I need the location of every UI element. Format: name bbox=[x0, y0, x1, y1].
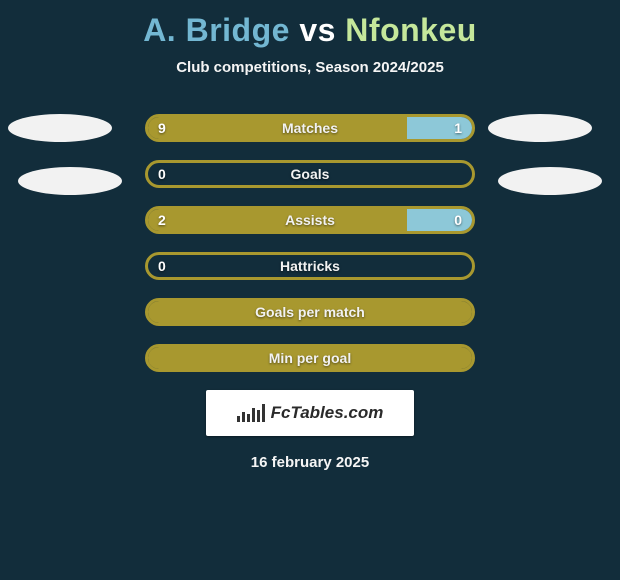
stat-label: Hattricks bbox=[148, 255, 472, 277]
stat-label: Goals bbox=[148, 163, 472, 185]
player1-name: A. Bridge bbox=[143, 12, 290, 48]
title-vs: vs bbox=[299, 12, 336, 48]
player-badge-placeholder bbox=[488, 114, 592, 142]
page-title: A. Bridge vs Nfonkeu bbox=[0, 0, 620, 49]
date-label: 16 february 2025 bbox=[0, 454, 620, 471]
stat-value-right: 0 bbox=[454, 209, 462, 231]
player-badge-placeholder bbox=[8, 114, 112, 142]
stat-rows: Matches91Goals0Assists20Hattricks0Goals … bbox=[145, 114, 475, 372]
stat-value-right: 1 bbox=[454, 117, 462, 139]
player-badge-placeholder bbox=[498, 167, 602, 195]
stat-row: Assists2 0 bbox=[145, 206, 475, 234]
stat-label: Goals per match bbox=[148, 301, 472, 323]
stat-value-left: 2 bbox=[158, 209, 166, 231]
stat-row: Min per goal bbox=[145, 344, 475, 372]
comparison-card: A. Bridge vs Nfonkeu Club competitions, … bbox=[0, 0, 620, 580]
chart-area: Matches91Goals0Assists20Hattricks0Goals … bbox=[0, 114, 620, 372]
chart-icon bbox=[237, 404, 265, 422]
logo-text: FcTables.com bbox=[271, 403, 384, 423]
subtitle: Club competitions, Season 2024/2025 bbox=[0, 59, 620, 76]
stat-row: Matches9 1 bbox=[145, 114, 475, 142]
player2-name: Nfonkeu bbox=[345, 12, 477, 48]
stat-row: Goals0 bbox=[145, 160, 475, 188]
stat-label: Matches bbox=[148, 117, 472, 139]
stat-label: Assists bbox=[148, 209, 472, 231]
stat-value-left: 0 bbox=[158, 255, 166, 277]
player-badge-placeholder bbox=[18, 167, 122, 195]
stat-value-left: 0 bbox=[158, 163, 166, 185]
stat-row: Hattricks0 bbox=[145, 252, 475, 280]
fctables-logo: FcTables.com bbox=[206, 390, 414, 436]
stat-row: Goals per match bbox=[145, 298, 475, 326]
stat-label: Min per goal bbox=[148, 347, 472, 369]
stat-value-left: 9 bbox=[158, 117, 166, 139]
